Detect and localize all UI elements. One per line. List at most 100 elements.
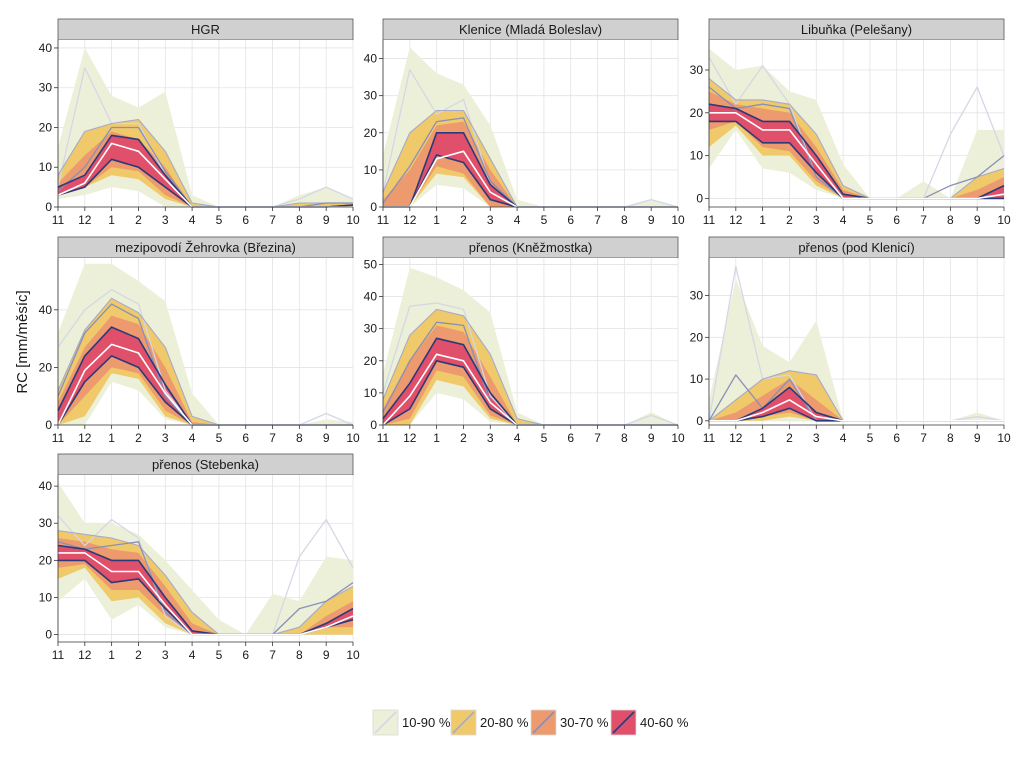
x-tick-label: 6 xyxy=(242,648,249,662)
x-tick-label: 5 xyxy=(867,213,874,227)
panel-title: HGR xyxy=(191,22,220,37)
legend-label: 30-70 % xyxy=(560,715,609,730)
y-tick-label: 40 xyxy=(364,52,378,66)
x-tick-label: 2 xyxy=(786,431,793,445)
legend-label: 10-90 % xyxy=(402,715,451,730)
x-tick-label: 11 xyxy=(52,431,65,445)
x-tick-label: 2 xyxy=(786,213,793,227)
x-tick-label: 6 xyxy=(242,431,249,445)
y-tick-label: 10 xyxy=(39,590,53,604)
band-40-60 xyxy=(58,545,353,635)
x-tick-label: 3 xyxy=(162,648,169,662)
x-tick-label: 10 xyxy=(346,648,360,662)
x-tick-label: 7 xyxy=(269,213,276,227)
y-tick-label: 20 xyxy=(690,106,704,120)
x-tick-label: 11 xyxy=(703,431,716,445)
x-tick-label: 11 xyxy=(377,213,390,227)
x-tick-label: 9 xyxy=(323,213,330,227)
y-tick-label: 30 xyxy=(364,322,378,336)
x-tick-label: 8 xyxy=(947,431,954,445)
legend-swatch-line xyxy=(532,711,555,734)
y-tick-label: 30 xyxy=(39,516,53,530)
x-tick-label: 3 xyxy=(162,213,169,227)
line-20-80 xyxy=(708,78,1005,199)
x-tick-label: 11 xyxy=(377,431,390,445)
y-tick-label: 0 xyxy=(696,191,703,205)
x-tick-label: 1 xyxy=(759,431,766,445)
panel-title: Klenice (Mladá Boleslav) xyxy=(459,22,602,37)
panel-title: přenos (Stebenka) xyxy=(152,457,259,472)
x-tick-label: 8 xyxy=(621,213,628,227)
y-tick-label: 0 xyxy=(45,418,52,432)
legend-item-3: 30-70 % xyxy=(530,709,609,736)
legend-item-2: 20-80 % xyxy=(450,709,529,736)
x-tick-label: 4 xyxy=(840,213,847,227)
line-20-80 xyxy=(57,530,354,636)
y-tick-label: 30 xyxy=(364,89,378,103)
legend-item-1: 10-90 % xyxy=(372,709,451,736)
x-tick-label: 4 xyxy=(189,431,196,445)
x-tick-label: 8 xyxy=(621,431,628,445)
x-tick-label: 9 xyxy=(974,431,981,445)
x-tick-label: 12 xyxy=(403,213,417,227)
y-axis-label: RC [mm/měsíc] xyxy=(14,290,31,393)
y-tick-label: 30 xyxy=(690,63,704,77)
x-tick-label: 1 xyxy=(108,648,115,662)
legend: 10-90 % 20-80 % 30-70 % 40-60 % xyxy=(372,709,689,736)
x-tick-label: 1 xyxy=(759,213,766,227)
x-tick-label: 7 xyxy=(269,648,276,662)
y-tick-label: 0 xyxy=(45,200,52,214)
line-median xyxy=(709,112,1005,200)
band-20-80 xyxy=(709,78,1004,199)
x-tick-label: 12 xyxy=(729,213,743,227)
x-tick-label: 9 xyxy=(974,213,981,227)
x-tick-label: 4 xyxy=(840,431,847,445)
band-40-60 xyxy=(709,104,1004,199)
x-tick-label: 10 xyxy=(671,213,685,227)
x-tick-label: 5 xyxy=(867,431,874,445)
x-tick-label: 8 xyxy=(296,213,303,227)
band-10-90 xyxy=(383,267,678,425)
x-tick-label: 4 xyxy=(189,213,196,227)
band-40-60 xyxy=(709,387,1004,421)
x-tick-label: 7 xyxy=(594,431,601,445)
x-tick-label: 3 xyxy=(487,213,494,227)
y-tick-label: 30 xyxy=(39,81,53,95)
x-tick-label: 12 xyxy=(78,431,92,445)
line-median xyxy=(58,552,354,636)
x-tick-label: 3 xyxy=(813,213,820,227)
x-tick-label: 2 xyxy=(135,431,142,445)
x-tick-label: 6 xyxy=(567,213,574,227)
x-tick-label: 5 xyxy=(541,213,548,227)
panel-title: mezipovodí Žehrovka (Březina) xyxy=(115,240,296,255)
x-tick-label: 8 xyxy=(947,213,954,227)
x-tick-label: 7 xyxy=(920,431,927,445)
legend-swatch-line xyxy=(374,711,397,734)
x-tick-label: 4 xyxy=(189,648,196,662)
y-tick-label: 20 xyxy=(39,120,53,134)
y-tick-label: 10 xyxy=(364,163,378,177)
y-tick-label: 0 xyxy=(370,200,377,214)
y-tick-label: 40 xyxy=(39,41,53,55)
band-10-90 xyxy=(709,48,1004,199)
x-tick-label: 7 xyxy=(594,213,601,227)
x-tick-label: 12 xyxy=(78,213,92,227)
x-tick-label: 1 xyxy=(108,431,115,445)
line-median xyxy=(709,399,1004,422)
x-tick-label: 8 xyxy=(296,648,303,662)
x-tick-label: 2 xyxy=(135,648,142,662)
y-tick-label: 40 xyxy=(39,303,53,317)
x-tick-label: 9 xyxy=(323,648,330,662)
x-tick-label: 1 xyxy=(433,431,440,445)
y-tick-label: 20 xyxy=(690,330,704,344)
y-tick-label: 10 xyxy=(364,386,378,400)
x-tick-label: 2 xyxy=(460,213,467,227)
x-tick-label: 10 xyxy=(997,431,1011,445)
